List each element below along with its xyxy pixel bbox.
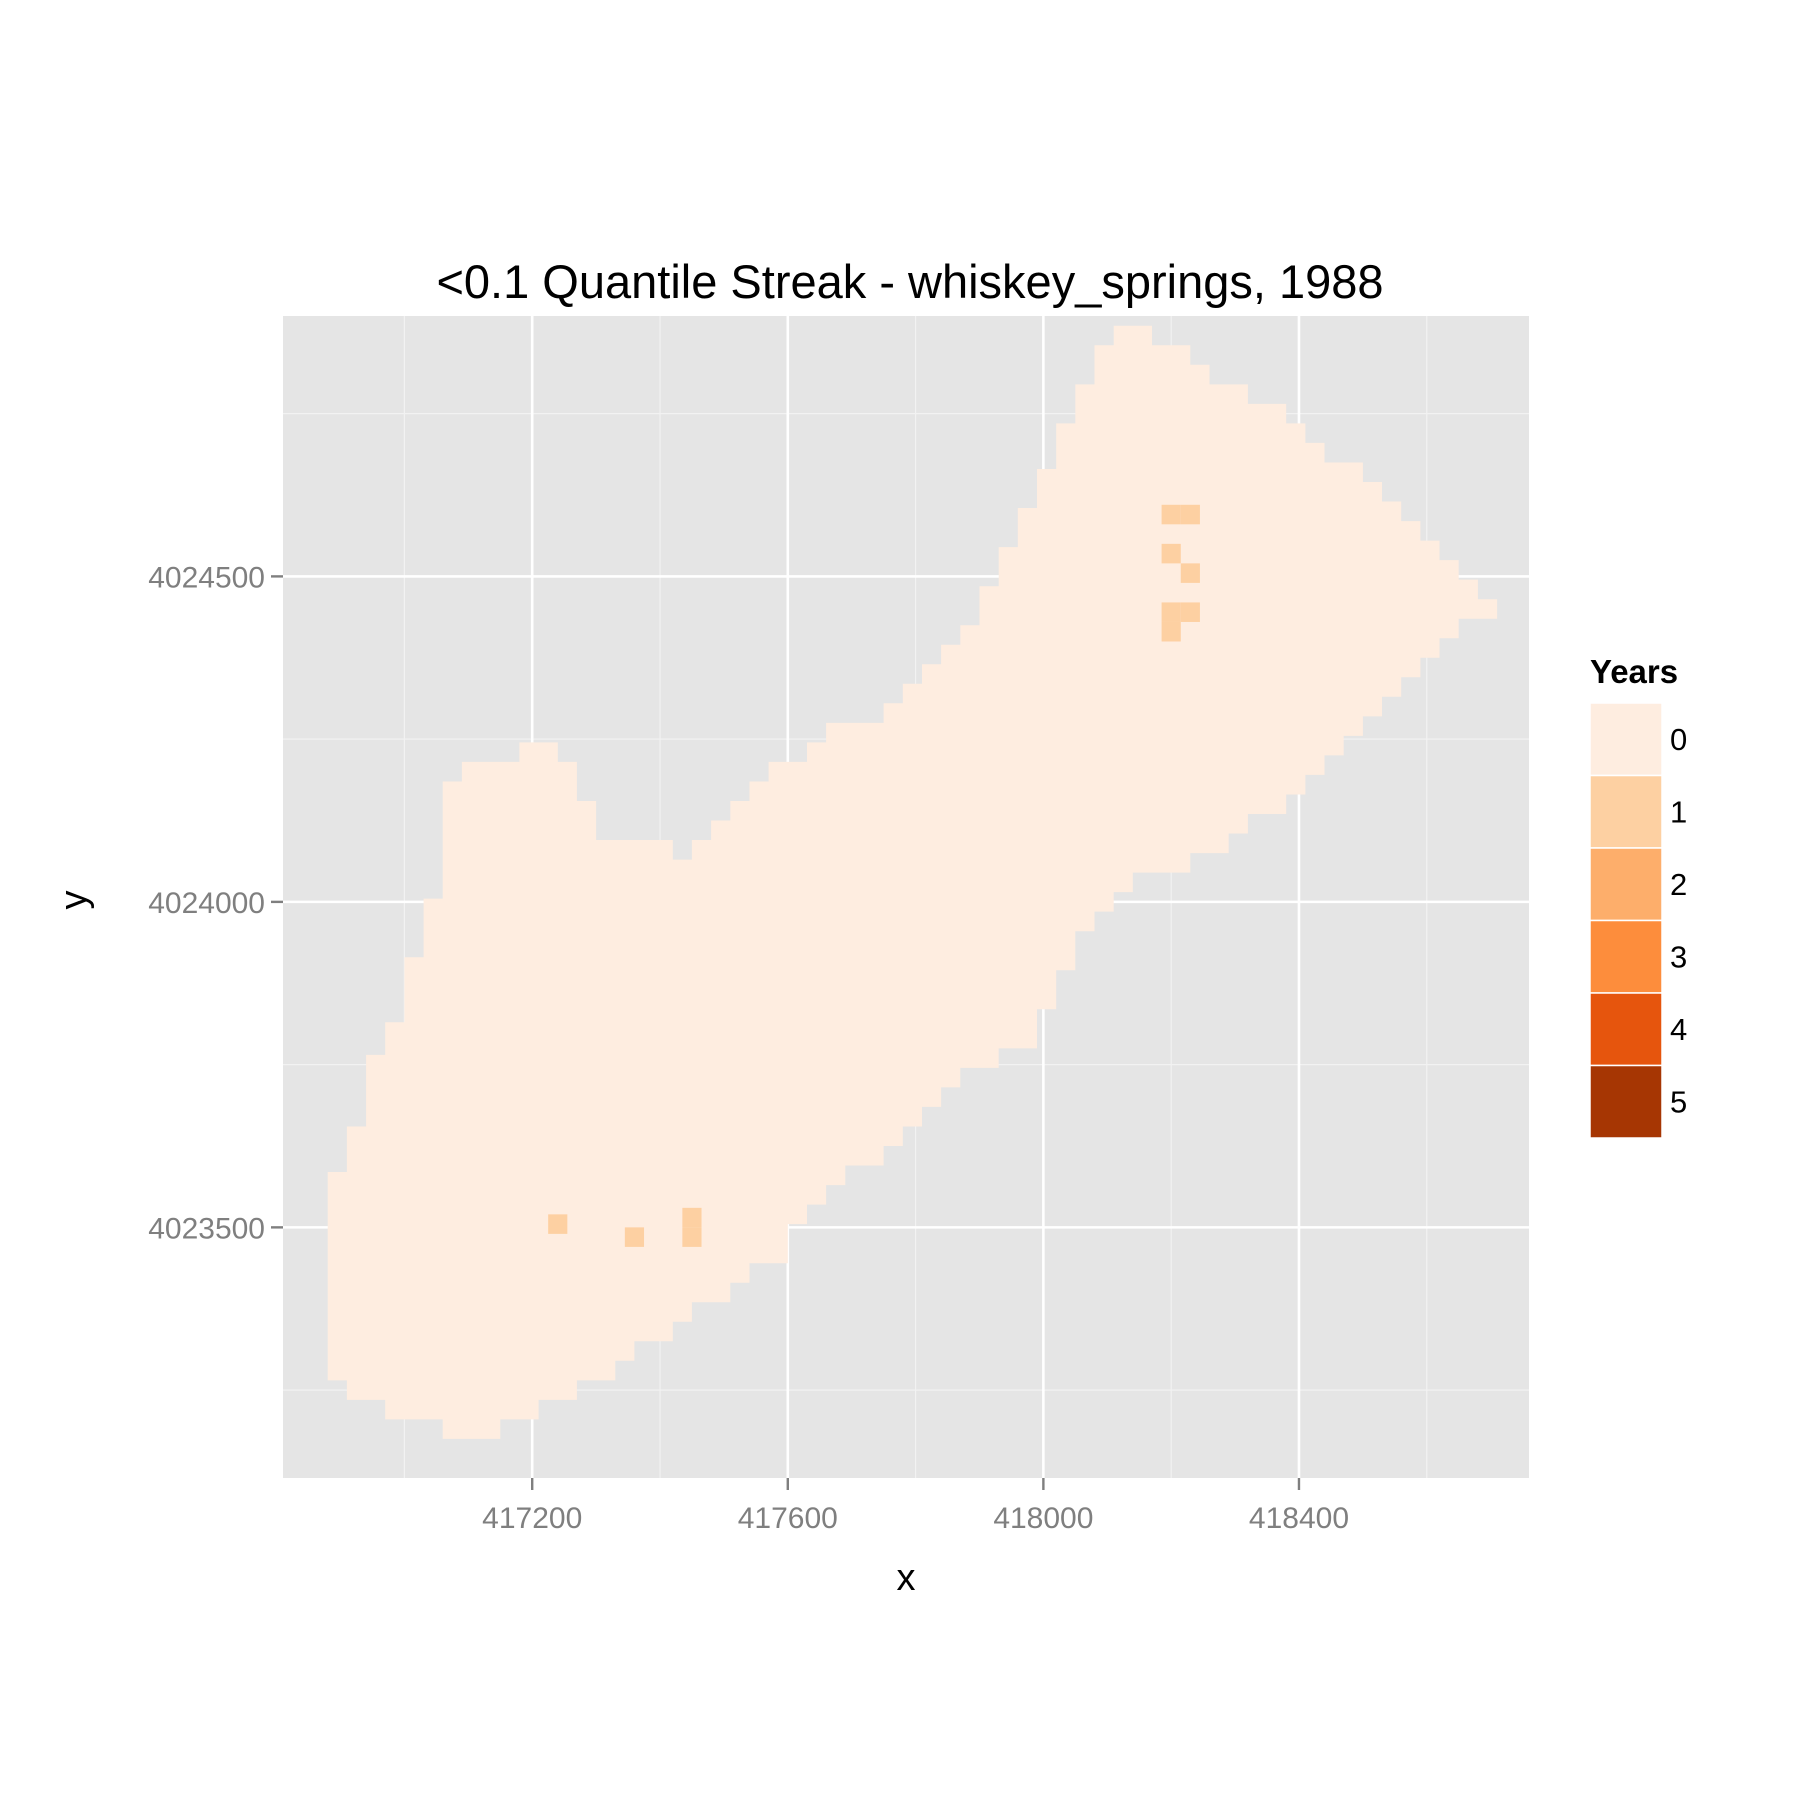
x-tick-label: 418000 xyxy=(993,1502,1093,1535)
x-axis: 417200 417600 418000 418400 xyxy=(482,1478,1349,1535)
legend-title: Years xyxy=(1590,653,1678,690)
y-tick-label: 4024500 xyxy=(148,561,265,594)
y-axis-title: y xyxy=(53,891,95,910)
tile-years-1 xyxy=(1161,504,1181,525)
legend-key-2 xyxy=(1589,847,1663,922)
chart-title: <0.1 Quantile Streak - whiskey_springs, … xyxy=(436,255,1383,308)
tiles-years-0 xyxy=(327,325,1498,1439)
x-tick-label: 418400 xyxy=(1249,1502,1349,1535)
tile-years-1 xyxy=(682,1227,702,1247)
raster-tiles xyxy=(327,325,1498,1439)
legend-label-2: 2 xyxy=(1670,867,1687,902)
legend-label-3: 3 xyxy=(1670,940,1687,975)
x-tick-label: 417200 xyxy=(482,1502,582,1535)
legend-key-4 xyxy=(1589,992,1663,1067)
tile-years-1 xyxy=(1180,602,1200,622)
tile-years-1 xyxy=(1161,621,1181,642)
legend-key-0 xyxy=(1589,702,1663,777)
y-tick-label: 4024000 xyxy=(148,887,265,920)
tile-years-1 xyxy=(1161,543,1181,564)
x-tick-label: 417600 xyxy=(738,1502,838,1535)
tile-years-1 xyxy=(624,1227,645,1247)
tile-years-1 xyxy=(682,1207,702,1228)
x-axis-title: x xyxy=(897,1557,916,1599)
legend-key-1 xyxy=(1589,774,1663,849)
legend-label-1: 1 xyxy=(1670,795,1687,830)
tile-years-1 xyxy=(1180,504,1200,525)
legend-key-3 xyxy=(1589,919,1663,994)
y-axis: 4023500 4024000 4024500 xyxy=(148,561,283,1245)
legend-label-5: 5 xyxy=(1670,1085,1687,1120)
tile-years-1 xyxy=(1161,602,1181,622)
y-tick-label: 4023500 xyxy=(148,1212,265,1245)
legend-label-4: 4 xyxy=(1670,1012,1687,1047)
tile-years-1 xyxy=(1180,563,1200,583)
legend: Years 0 1 2 3 4 5 xyxy=(1589,653,1687,1139)
legend-key-5 xyxy=(1589,1064,1663,1139)
legend-label-0: 0 xyxy=(1670,722,1687,757)
tile-years-1 xyxy=(548,1214,568,1234)
